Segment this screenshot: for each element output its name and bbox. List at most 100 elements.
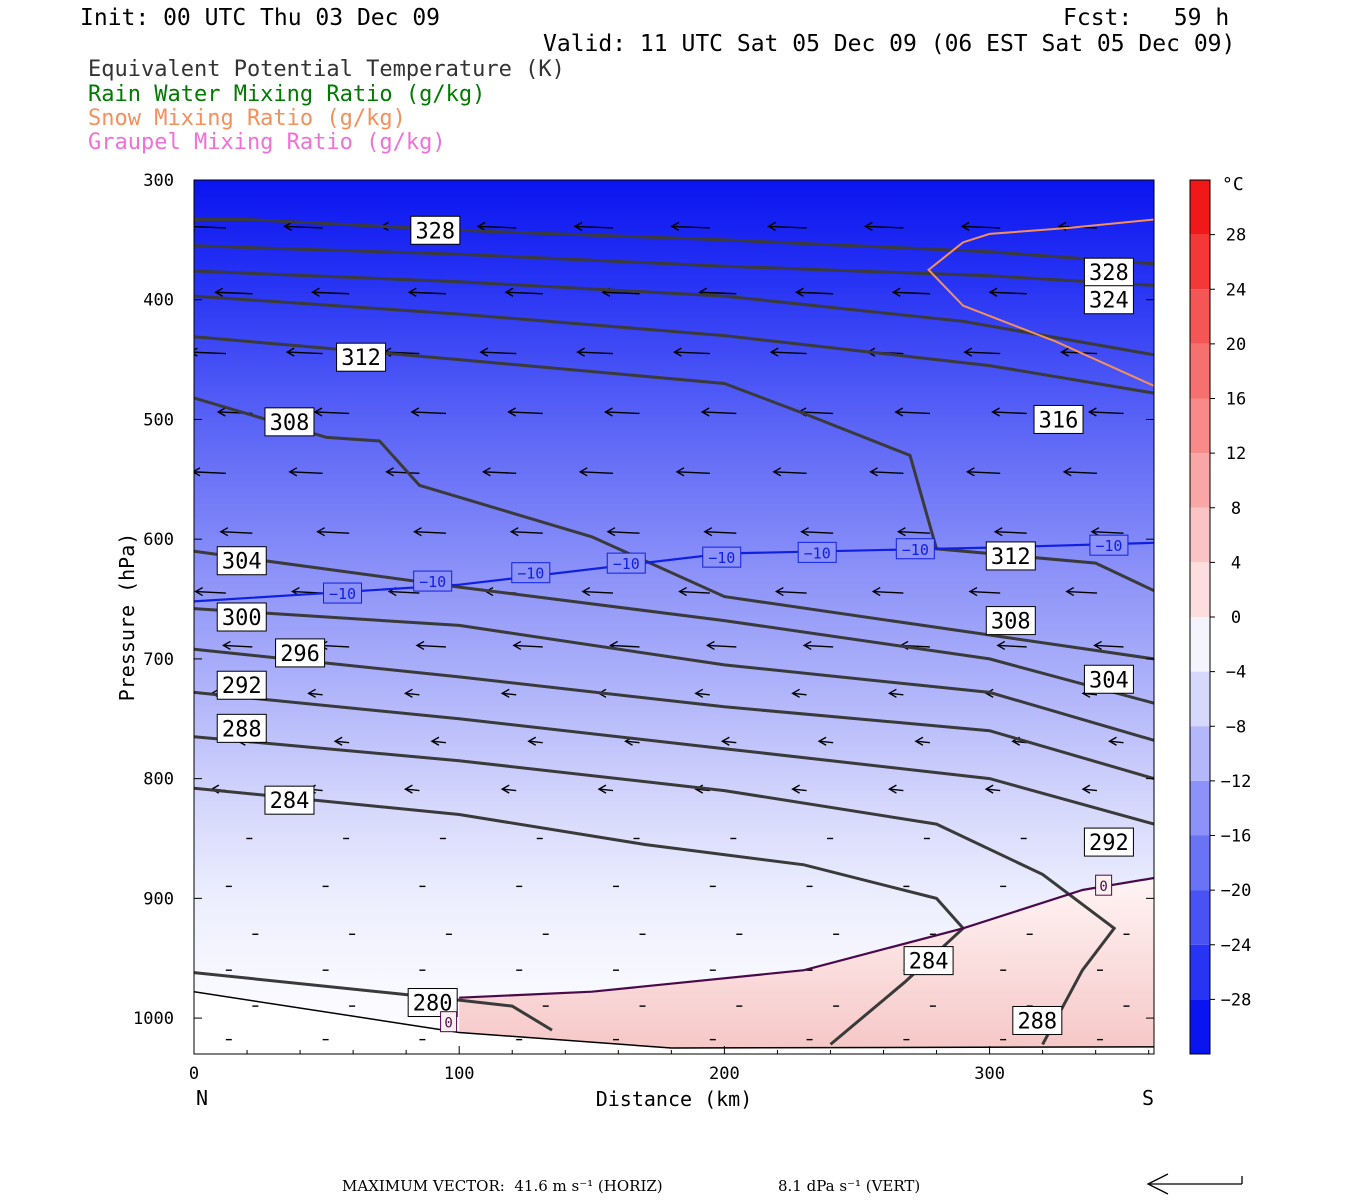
wind-vector-head xyxy=(914,736,924,746)
wind-vector-head xyxy=(222,640,231,651)
isotherm xyxy=(459,876,1154,999)
wind-vector-head xyxy=(672,347,682,357)
wind-vector xyxy=(895,411,930,415)
init-time: Init: 00 UTC Thu 03 Dec 09 xyxy=(80,5,441,31)
wind-vector xyxy=(386,471,420,475)
y-tick-label: 1000 xyxy=(133,1009,174,1029)
x-tick-label: 200 xyxy=(709,1064,740,1084)
wind-vector-head xyxy=(996,640,1006,651)
wind-vector-head xyxy=(1090,527,1100,537)
wind-vector-head xyxy=(216,407,226,417)
wind-vector-head xyxy=(1108,736,1117,746)
wind-vector xyxy=(773,471,807,475)
wind-vector xyxy=(704,530,737,534)
wind-vector-head xyxy=(576,347,585,357)
wind-vector xyxy=(1089,411,1124,415)
colorbar-segment xyxy=(1190,289,1210,344)
wind-vector-head xyxy=(407,287,417,297)
wind-vector-head xyxy=(573,221,583,231)
wind-vector xyxy=(502,692,517,696)
wind-vector xyxy=(317,530,350,534)
wind-vector-head xyxy=(887,784,897,794)
zero-isotherm-label-box xyxy=(440,1011,458,1033)
wind-vector xyxy=(695,788,710,792)
wind-vector-head xyxy=(512,640,522,651)
wind-vector xyxy=(582,590,614,594)
wind-vector xyxy=(308,692,323,696)
colorbar-segment xyxy=(1190,343,1210,399)
contour-label: 328 xyxy=(415,219,455,244)
wind-vector xyxy=(865,225,904,229)
wind-vector-head xyxy=(1062,467,1072,477)
wind-vector-head xyxy=(581,586,591,597)
zero-isotherm-label: 0 xyxy=(1099,879,1107,895)
wind-vector xyxy=(804,644,834,648)
contour-label: 300 xyxy=(222,606,262,631)
wind-vector xyxy=(194,351,226,355)
wind-vector xyxy=(702,411,737,415)
wind-vector-head xyxy=(791,784,800,794)
colorbar-label: 12 xyxy=(1226,444,1246,464)
x-end-label-south: S xyxy=(1142,1086,1154,1110)
wind-vector-head xyxy=(283,221,292,231)
wind-vector xyxy=(722,740,737,744)
wind-vector xyxy=(796,291,834,295)
wind-vector-head xyxy=(1065,586,1075,597)
wind-vector xyxy=(915,740,930,744)
wind-vector-head xyxy=(404,688,413,698)
colorbar-unit: °C xyxy=(1222,174,1244,195)
wind-vector xyxy=(315,411,350,415)
wind-vector-head xyxy=(194,347,198,357)
wind-vector-head xyxy=(694,688,704,698)
colorbar-segment xyxy=(1190,617,1210,672)
wind-vector-head xyxy=(527,736,537,746)
isotherm-label: −10 xyxy=(329,585,356,603)
wind-vector xyxy=(405,692,420,696)
contour-label-box xyxy=(264,407,315,437)
wind-vector-head xyxy=(214,287,223,297)
wind-vector xyxy=(506,291,543,295)
wind-vector-head xyxy=(700,407,710,417)
wind-vector-head xyxy=(604,407,613,417)
wind-vector-head xyxy=(993,527,1003,537)
wind-vector-head xyxy=(415,640,425,651)
y-tick-label: 800 xyxy=(143,770,174,790)
wind-vector-head xyxy=(507,407,516,417)
max-vector-vert: 8.1 dPa s⁻¹ (VERT) xyxy=(778,1177,921,1195)
wind-vector-head xyxy=(675,467,685,477)
colorbar-label: −24 xyxy=(1221,936,1252,956)
theta-e-contour xyxy=(194,549,1154,705)
wind-vector xyxy=(502,788,517,792)
wind-vector-head xyxy=(1093,640,1102,651)
colorbar-label: 0 xyxy=(1231,608,1241,628)
contour-label-box xyxy=(903,946,954,976)
contour-label-box xyxy=(1012,1005,1063,1035)
colorbar-label: 4 xyxy=(1231,553,1241,573)
contour-label: 304 xyxy=(1089,668,1129,693)
wind-vector xyxy=(997,644,1027,648)
terrain-edge xyxy=(194,991,1154,1049)
wind-vector-head xyxy=(965,467,975,477)
wind-vector xyxy=(792,788,807,792)
y-tick-label: 700 xyxy=(143,650,174,670)
wind-vector xyxy=(992,411,1027,415)
wind-vector-head xyxy=(871,586,881,597)
wind-vector-head xyxy=(430,736,440,746)
wind-vector xyxy=(989,291,1027,295)
snow-contour xyxy=(927,241,1154,387)
contour-label-box xyxy=(216,546,267,576)
colorbar-label: −4 xyxy=(1226,663,1246,683)
contour-label-box xyxy=(1033,404,1084,434)
wind-vector-head xyxy=(863,221,873,231)
colorbar-label: 16 xyxy=(1226,390,1246,410)
wind-vector xyxy=(602,291,640,295)
wind-vector xyxy=(577,351,614,355)
isotherm-label-box xyxy=(323,582,363,604)
colorbar-label: −16 xyxy=(1221,827,1252,847)
contour-label: 328 xyxy=(1089,261,1129,286)
wind-vector xyxy=(1082,788,1098,792)
forecast-hour: Fcst: 59 h xyxy=(1063,5,1230,31)
wind-vector xyxy=(409,291,446,295)
y-tick-label: 400 xyxy=(143,291,174,311)
wind-vector-head xyxy=(791,688,800,698)
